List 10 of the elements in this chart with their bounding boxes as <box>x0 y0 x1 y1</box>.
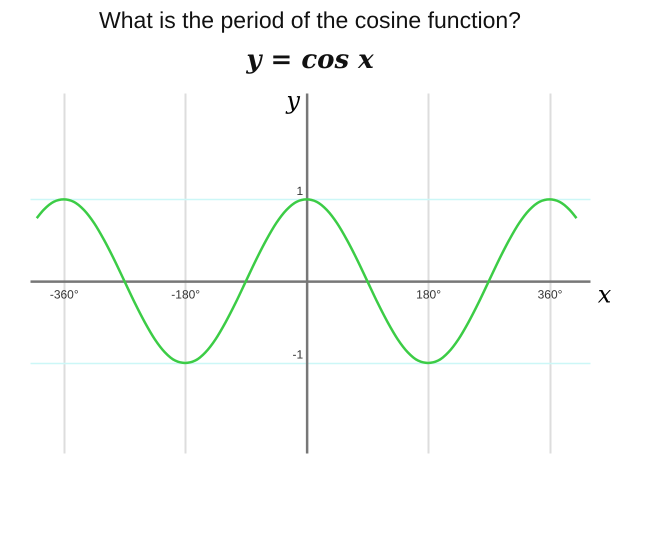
x-tick-label: 180° <box>416 288 442 302</box>
y-tick-label: -1 <box>292 348 304 362</box>
x-tick-label: 360° <box>538 288 563 302</box>
chart-subtitle: y = cos x <box>245 45 374 75</box>
chart-title: What is the period of the cosine function? <box>99 7 521 33</box>
y-tick-label: 1 <box>296 184 304 198</box>
y-axis-title: y <box>285 86 300 114</box>
x-tick-label: -180° <box>171 288 200 302</box>
x-tick-label: -360° <box>50 288 79 302</box>
x-axis-title: x <box>598 280 612 309</box>
